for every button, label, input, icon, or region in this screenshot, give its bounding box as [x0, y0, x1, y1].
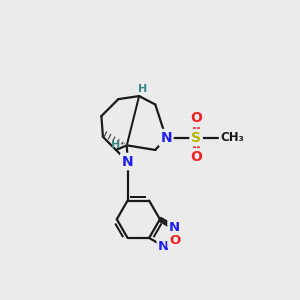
Text: N: N [122, 154, 134, 169]
Text: N: N [158, 240, 169, 253]
Text: N: N [169, 221, 180, 234]
Text: O: O [190, 150, 202, 164]
Text: H: H [138, 84, 147, 94]
Text: ···: ··· [117, 140, 126, 150]
Text: S: S [191, 130, 201, 145]
Text: O: O [190, 111, 202, 125]
Text: CH₃: CH₃ [221, 131, 244, 144]
Text: H: H [111, 140, 121, 150]
Text: N: N [160, 130, 172, 145]
Text: O: O [169, 234, 180, 247]
